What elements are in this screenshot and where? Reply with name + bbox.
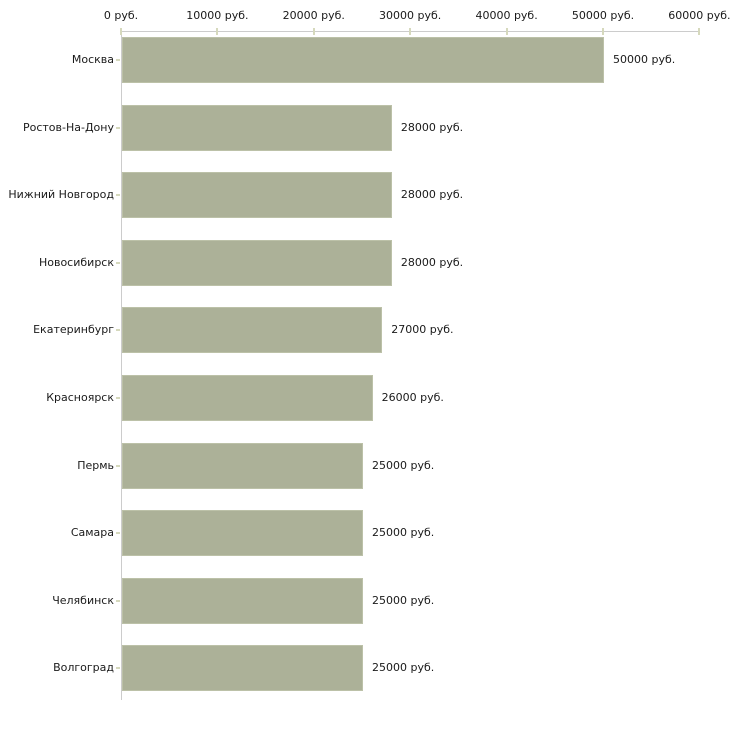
x-axis-tick-label: 40000 руб. bbox=[475, 9, 538, 22]
bar bbox=[122, 645, 363, 692]
category-tick-mark bbox=[116, 126, 120, 129]
category-tick-mark bbox=[116, 59, 120, 61]
bar bbox=[122, 104, 392, 151]
category-label: Екатеринбург bbox=[33, 323, 114, 337]
value-label: 27000 руб. bbox=[391, 323, 454, 337]
category-label: Ростов-На-Дону bbox=[22, 120, 114, 134]
value-label: 28000 руб. bbox=[400, 188, 464, 202]
x-axis-tick-label: 20000 руб. bbox=[282, 9, 345, 22]
bar bbox=[122, 442, 363, 489]
category-tick-mark bbox=[116, 261, 120, 264]
x-axis-tick-mark bbox=[409, 28, 412, 35]
category-label: Москва bbox=[71, 53, 114, 66]
bar bbox=[122, 37, 604, 83]
x-axis-tick-label: 50000 руб. bbox=[571, 9, 635, 22]
x-axis-tick-label: 30000 руб. bbox=[379, 9, 442, 22]
x-axis-tick-mark bbox=[505, 28, 508, 35]
category-label: Новосибирск bbox=[38, 255, 114, 269]
value-label: 50000 руб. bbox=[613, 53, 676, 66]
value-label: 28000 руб. bbox=[400, 255, 464, 269]
bar bbox=[122, 307, 383, 354]
value-label: 26000 руб. bbox=[381, 391, 444, 404]
x-axis-tick-mark bbox=[312, 28, 315, 35]
category-label: Нижний Новгород bbox=[8, 188, 114, 202]
x-axis-tick-label: 0 руб. bbox=[103, 9, 139, 22]
value-label: 25000 руб. bbox=[372, 526, 435, 540]
x-axis-tick-label: 60000 руб. bbox=[668, 9, 730, 22]
category-label: Самара bbox=[70, 526, 114, 540]
value-label: 25000 руб. bbox=[372, 458, 435, 472]
bar bbox=[122, 172, 392, 219]
category-label: Челябинск bbox=[52, 593, 114, 607]
category-label: Красноярск bbox=[46, 391, 114, 404]
y-axis-line bbox=[121, 31, 122, 700]
bar bbox=[122, 577, 363, 624]
category-tick-mark bbox=[116, 599, 120, 602]
category-tick-mark bbox=[116, 532, 120, 535]
x-axis-tick-mark bbox=[698, 28, 701, 35]
category-tick-mark bbox=[116, 464, 120, 467]
x-axis-tick-mark bbox=[216, 28, 219, 35]
category-label: Волгоград bbox=[53, 661, 114, 675]
category-tick-mark bbox=[116, 329, 120, 332]
x-axis-tick-mark bbox=[602, 28, 604, 35]
category-tick-mark bbox=[116, 194, 120, 197]
value-label: 28000 руб. bbox=[400, 120, 464, 134]
x-axis-tick-label: 10000 руб. bbox=[186, 9, 249, 22]
category-tick-mark bbox=[116, 397, 120, 399]
category-tick-mark bbox=[116, 667, 120, 670]
value-label: 25000 руб. bbox=[372, 593, 435, 607]
bar bbox=[122, 239, 392, 286]
category-label: Пермь bbox=[77, 458, 114, 472]
value-label: 25000 руб. bbox=[372, 661, 435, 675]
x-axis-tick-mark bbox=[120, 28, 122, 35]
bar bbox=[122, 510, 363, 557]
bar bbox=[122, 375, 373, 421]
